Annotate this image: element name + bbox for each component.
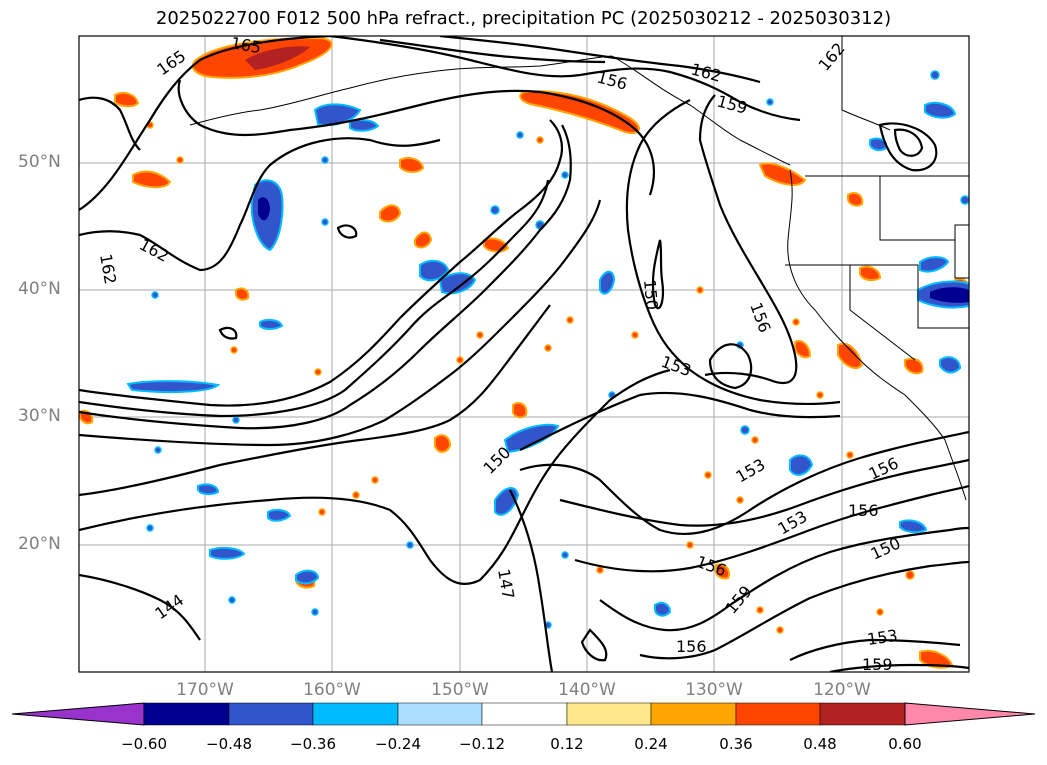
lat-tick-label: 50°N: [18, 152, 61, 172]
contour-label: 153: [866, 626, 899, 649]
patch-negative: [789, 454, 814, 476]
patch-positive: [519, 90, 640, 134]
colorbar-label: −0.48: [206, 735, 252, 753]
colorbar-segment: [735, 702, 821, 726]
patch-positive: [714, 563, 730, 580]
patch-positive: [919, 649, 954, 669]
patch-negative: [924, 101, 957, 119]
colorbar-extend-low: [11, 702, 145, 726]
lat-tick-label: 40°N: [18, 279, 61, 299]
patch-negative: [654, 601, 672, 617]
lon-tick-label: 120°W: [813, 680, 871, 700]
patch-negative: [349, 118, 380, 132]
patch-negative: [209, 546, 246, 560]
patch-negative: [919, 256, 950, 273]
patch-negative: [939, 356, 962, 374]
patch-negative: [869, 137, 888, 152]
colorbar-segment: [143, 702, 230, 726]
patch-positive: [859, 265, 882, 282]
colorbar-label: 0.36: [719, 735, 753, 753]
patch-positive: [511, 402, 528, 419]
precip-patches: [79, 36, 969, 669]
colorbar-label: 0.24: [634, 735, 668, 753]
lon-tick-label: 160°W: [303, 680, 361, 700]
colorbar-segment: [819, 702, 906, 726]
patch-positive: [794, 340, 812, 359]
patch-negative: [126, 380, 221, 394]
lon-tick-label: 130°W: [685, 680, 743, 700]
colorbar-label: −0.12: [459, 735, 505, 753]
colorbar-label: 0.12: [550, 735, 584, 753]
patch-negative: [197, 483, 220, 496]
patch-positive: [837, 342, 864, 369]
patch-positive: [379, 204, 402, 223]
colorbar-segment: [312, 702, 399, 726]
patch-positive: [414, 231, 433, 249]
colorbar-label: −0.24: [375, 735, 421, 753]
patch-negative: [259, 318, 284, 330]
map-background: [79, 36, 969, 672]
colorbar-label: −0.60: [121, 735, 167, 753]
patch-negative: [258, 197, 270, 221]
patch-positive: [114, 92, 140, 108]
colorbar-segment: [228, 702, 314, 726]
patch-negative: [267, 508, 292, 522]
contour-label: 165: [229, 33, 262, 57]
coastlines: [189, 36, 969, 501]
contour-label: 156: [848, 501, 879, 520]
colorbar-segment: [566, 702, 652, 726]
map-title: 2025022700 F012 500 hPa refract., precip…: [155, 8, 892, 29]
patch-negative: [295, 569, 320, 585]
patch-negative: [503, 423, 560, 454]
colorbar-segment: [397, 702, 483, 726]
patch-positive: [235, 287, 250, 301]
lon-tick-label: 140°W: [558, 680, 616, 700]
lat-tick-label: 20°N: [18, 534, 61, 554]
patch-negative: [930, 287, 969, 303]
patch-positive: [132, 170, 172, 189]
patch-positive: [245, 46, 310, 70]
contour-label: 150: [640, 279, 662, 311]
patch-negative: [599, 270, 616, 295]
lat-tick-label: 30°N: [18, 406, 61, 426]
colorbar-segment: [481, 702, 568, 726]
patch-positive: [847, 192, 864, 207]
contour-label: 156: [676, 637, 707, 656]
colorbar-label: 0.48: [803, 735, 837, 753]
map-frame: [78, 35, 970, 673]
lon-tick-label: 150°W: [431, 680, 489, 700]
patch-positive: [399, 157, 425, 173]
colorbar-label: −0.36: [290, 735, 336, 753]
colorbar-extend-high: [904, 702, 1036, 726]
contour-label: 159: [862, 655, 893, 674]
contour-lines: [79, 36, 969, 672]
map-panel: 165 165 162 162 156 162 159 162 150 156 …: [78, 33, 970, 674]
colorbar: [11, 702, 1036, 726]
patch-negative: [419, 259, 450, 282]
colorbar-segment: [650, 702, 737, 726]
patch-positive: [434, 434, 452, 453]
patch-positive: [758, 162, 807, 186]
patch-negative: [899, 519, 928, 534]
lon-tick-label: 170°W: [176, 680, 234, 700]
colorbar-label: 0.60: [888, 735, 922, 753]
